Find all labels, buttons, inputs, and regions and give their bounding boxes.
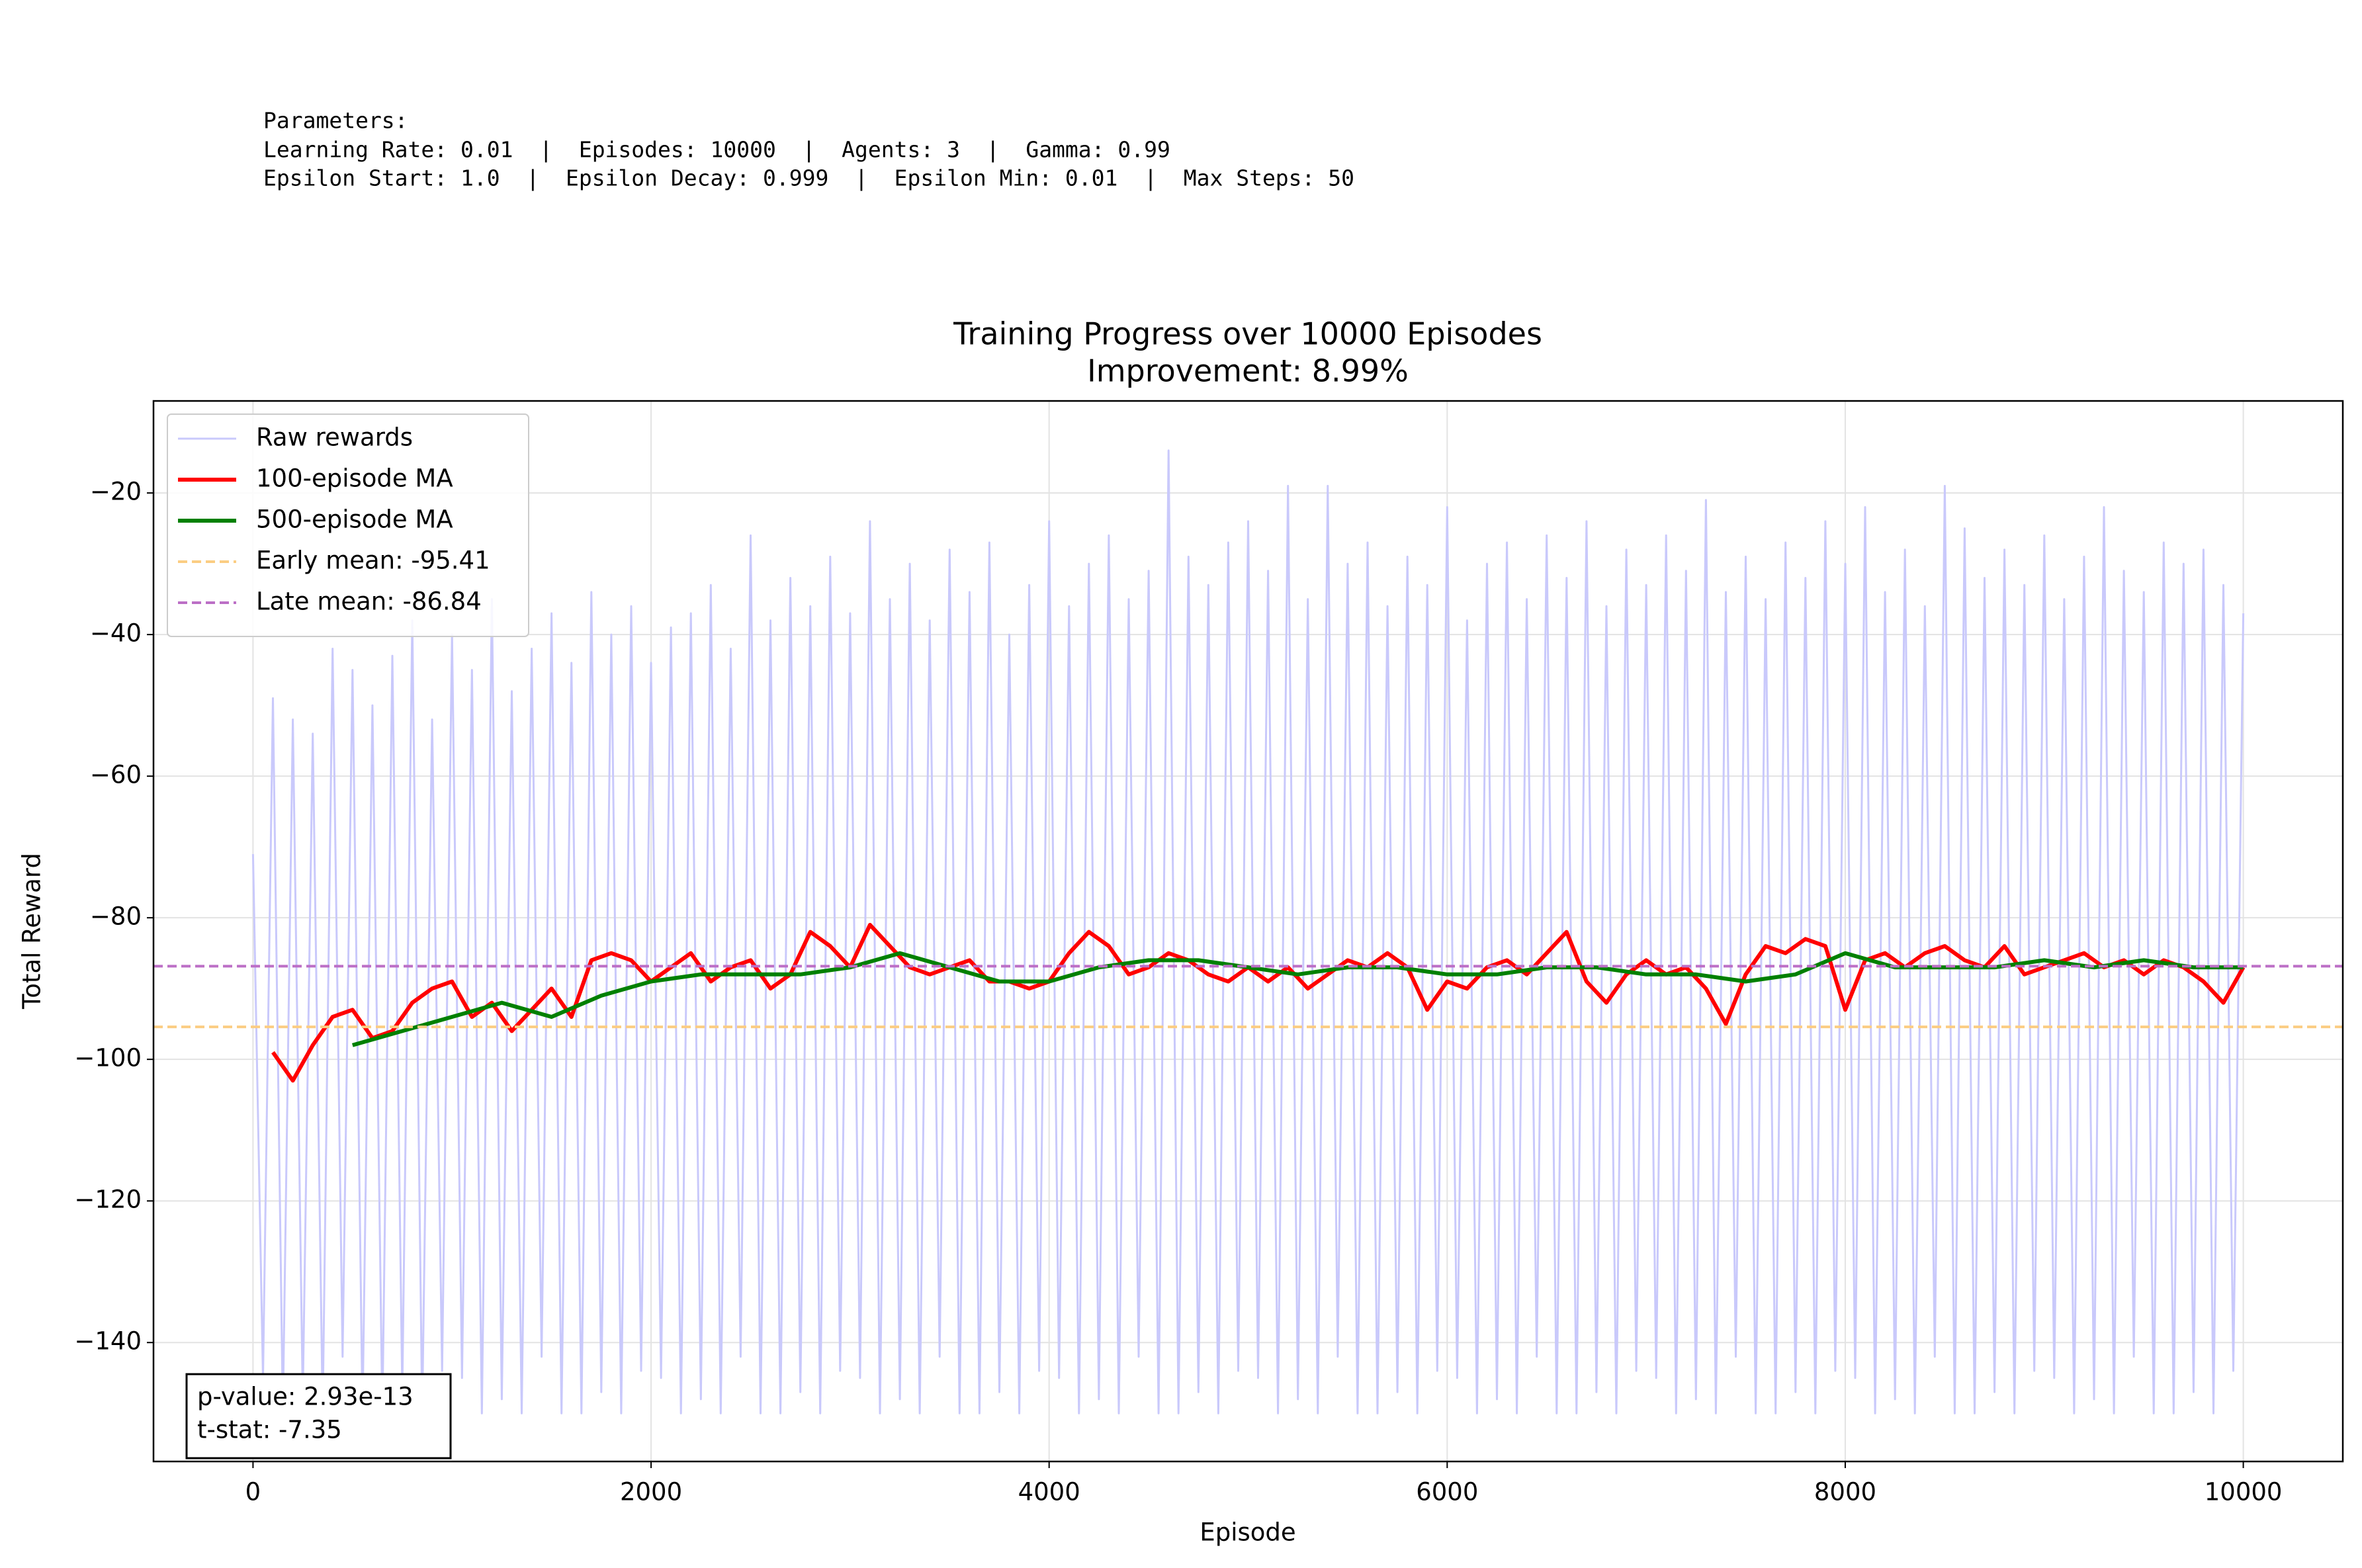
- y-tick-label: −80: [90, 902, 142, 931]
- legend-box: [167, 414, 529, 637]
- legend-label: 100-episode MA: [256, 464, 453, 493]
- x-tick-label: 0: [245, 1478, 261, 1506]
- legend-label: Early mean: -95.41: [256, 546, 490, 575]
- y-axis-label: Total Reward: [18, 853, 46, 1010]
- y-tick-label: −120: [74, 1186, 142, 1214]
- series-line: [351, 951, 2244, 1047]
- y-tick-label: −40: [90, 619, 142, 648]
- x-tick-label: 6000: [1416, 1478, 1478, 1506]
- axes-frame: [152, 400, 2344, 1463]
- y-tick-label: −60: [90, 761, 142, 789]
- x-axis-label: Episode: [1200, 1518, 1295, 1547]
- series-line: [271, 922, 2246, 1083]
- parameters-line: Epsilon Start: 1.0 | Epsilon Decay: 0.99…: [263, 165, 1354, 191]
- x-tick-label: 2000: [620, 1478, 682, 1506]
- x-tick-label: 10000: [2205, 1478, 2283, 1506]
- parameters-line: Learning Rate: 0.01 | Episodes: 10000 | …: [263, 137, 1170, 163]
- legend-label: Raw rewards: [256, 423, 413, 452]
- y-tick-label: −20: [90, 478, 142, 506]
- x-tick-label: 8000: [1814, 1478, 1876, 1506]
- legend-label: 500-episode MA: [256, 505, 453, 534]
- annotation-text: p-value: 2.93e-13: [197, 1383, 414, 1411]
- legend-label: Late mean: -86.84: [256, 588, 482, 616]
- annotation-text: t-stat: -7.35: [197, 1416, 342, 1444]
- chart-subtitle: Improvement: 8.99%: [1087, 353, 1409, 389]
- series-line: [251, 449, 2245, 1415]
- parameters-line: Parameters:: [263, 108, 408, 134]
- chart-title: Training Progress over 10000 Episodes: [953, 316, 1542, 352]
- annotation-box: [185, 1373, 452, 1459]
- y-tick-label: −140: [74, 1327, 142, 1356]
- x-tick-label: 4000: [1018, 1478, 1080, 1506]
- y-tick-label: −100: [74, 1044, 142, 1072]
